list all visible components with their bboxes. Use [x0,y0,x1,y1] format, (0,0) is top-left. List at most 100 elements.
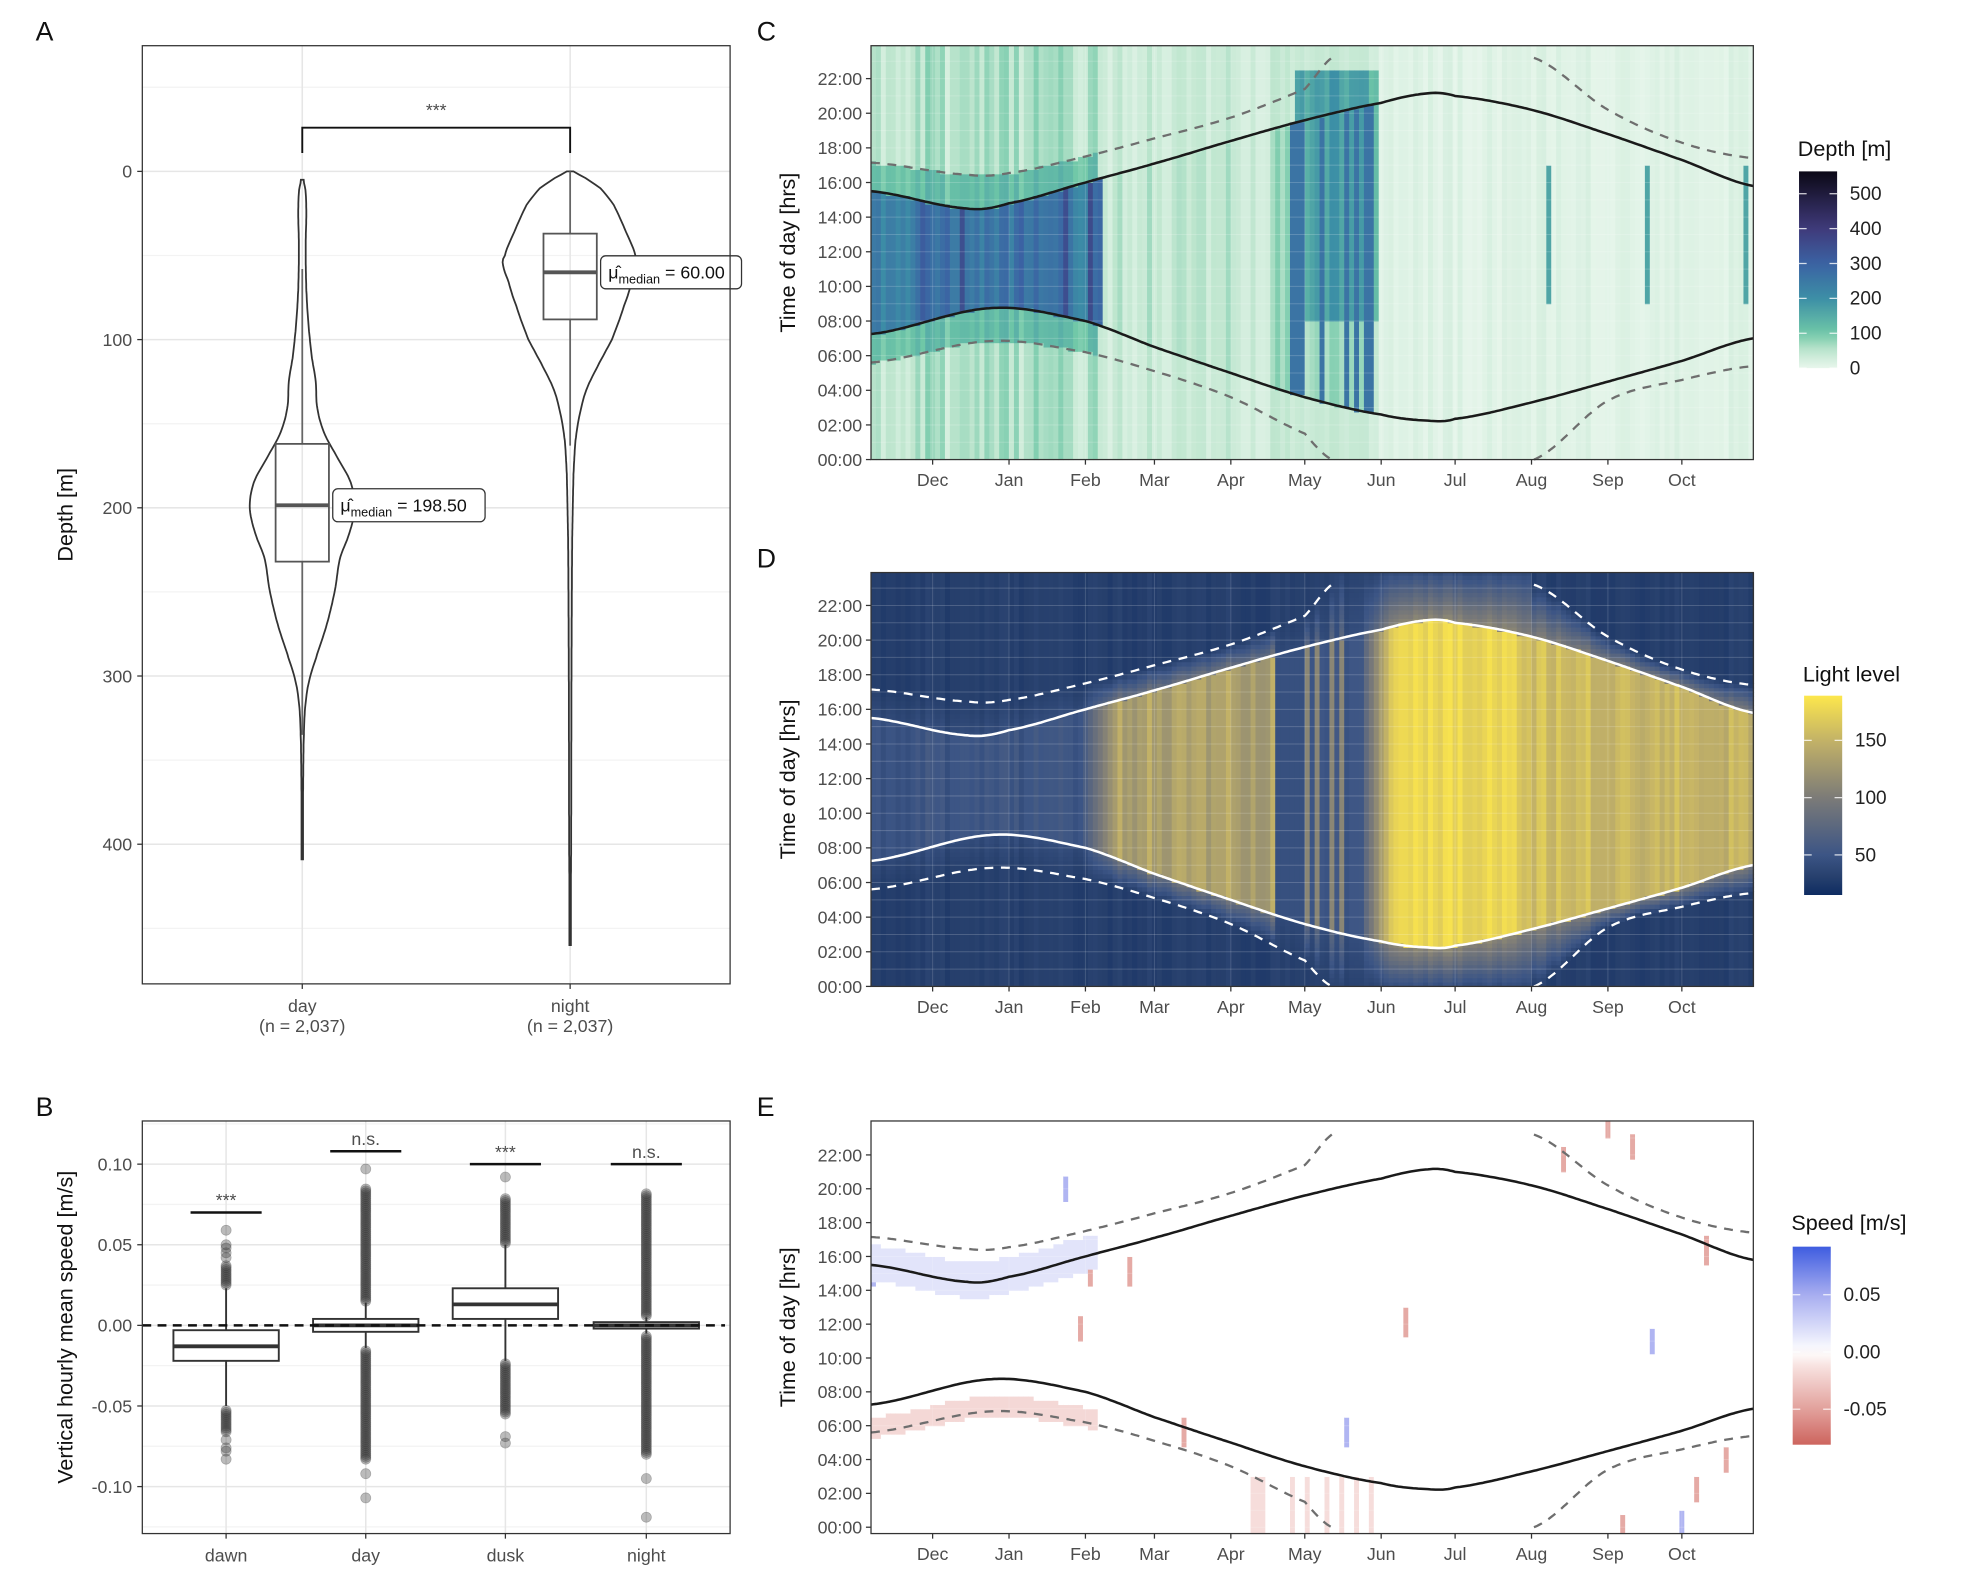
heatmap-cell [1437,588,1444,593]
heatmap-cell [915,718,922,723]
heatmap-cell [1117,679,1124,684]
heatmap-cell [1147,873,1153,879]
heatmap-cell [1304,964,1311,987]
heatmap-cell [1280,943,1286,948]
heatmap-cell [1299,925,1306,931]
heatmap-cell [1467,592,1474,598]
heatmap-cell [1408,1121,1414,1535]
heatmap-cell [999,1396,1005,1418]
heatmap-cell [1265,930,1272,935]
outlier-point [360,1358,372,1370]
colorbar-tick-label: 0.00 [1843,1342,1880,1363]
heatmap-cell [1447,982,1454,987]
outlier-point [640,1252,652,1264]
heatmap-cell [1211,908,1217,914]
heatmap-cell [949,735,956,845]
heatmap-cell [1743,882,1750,888]
heatmap-cell [1344,943,1350,953]
outlier-point [220,1422,232,1434]
heatmap-cell [964,718,971,723]
heatmap-cell [1472,45,1479,461]
heatmap-cell [880,696,887,702]
outlier-point [640,1242,652,1254]
heatmap-cell [1511,618,1518,624]
heatmap-cell [1699,45,1705,461]
y-tick-label: 200 [103,498,133,518]
heatmap-cell [1477,956,1483,961]
heatmap-cell [930,722,936,728]
heatmap-cell [1570,938,1577,944]
heatmap-cell [1334,596,1341,602]
heatmap-cell [1506,969,1513,974]
heatmap-cell [1561,947,1567,953]
heatmap-cell [1531,622,1538,628]
heatmap-cell [1373,982,1380,987]
heatmap-cell [1329,969,1336,974]
heatmap-cell [1531,982,1538,987]
heatmap-cell [1497,579,1503,585]
heatmap-cell [1388,951,1395,957]
heatmap-cell [1033,169,1040,196]
heatmap-cell [1166,878,1173,884]
outlier-point [360,1206,372,1218]
heatmap-cell [1028,852,1035,858]
heatmap-cell [954,173,961,209]
heatmap-cell [1516,601,1523,606]
heatmap-cell [1738,700,1745,706]
heatmap-cell [1092,683,1099,689]
heatmap-cell [1309,631,1316,637]
heatmap-cell [1137,683,1143,689]
heatmap-cell [1112,860,1119,866]
heatmap-cell [1009,856,1015,862]
heatmap-cell [1004,572,1010,702]
heatmap-cell [1452,964,1459,970]
heatmap-cell [935,730,941,845]
heatmap-cell [1516,605,1523,611]
heatmap-cell [1398,45,1405,461]
heatmap-cell [1023,722,1030,728]
heatmap-cell [1531,45,1538,461]
heatmap-cell [989,735,995,836]
heatmap-cell [920,852,926,858]
heatmap-cell [1097,1121,1104,1535]
heatmap-cell [1142,878,1148,884]
outlier-point [360,1362,372,1374]
heatmap-cell [1684,572,1690,671]
heatmap-cell [1541,631,1548,637]
heatmap-cell [895,700,902,706]
heatmap-cell [1068,45,1074,162]
heatmap-cell [1521,943,1528,948]
heatmap-cell [1270,45,1276,132]
heatmap-cell [1718,886,1725,892]
heatmap-cell [1235,666,1242,905]
heatmap-cell [935,1404,941,1427]
heatmap-cell [1457,601,1464,606]
heatmap-cell [1068,856,1074,862]
heatmap-cell [1073,687,1079,693]
heatmap-cell [1206,670,1212,676]
outlier-point [640,1273,652,1285]
heatmap-cell [1359,45,1365,71]
heatmap-cell [900,696,907,702]
heatmap-cell [1354,1476,1360,1535]
heatmap-cell [1028,709,1035,715]
heatmap-cell [1447,572,1454,576]
heatmap-cell [1334,45,1341,71]
heatmap-cell [900,713,907,719]
heatmap-cell [1437,605,1444,611]
heatmap-cell [1477,45,1483,461]
heatmap-cell [1053,873,1060,987]
outlier-point [640,1254,652,1265]
colorbar-tick-label: 300 [1850,254,1882,275]
heatmap-cell [910,709,917,715]
heatmap-cell [1704,679,1710,684]
heatmap-cell [1442,588,1449,593]
heatmap-cell [1743,873,1750,879]
heatmap-cell [1570,631,1577,637]
heatmap-cell [1043,856,1050,862]
heatmap-cell [1531,592,1538,598]
heatmap-cell [1201,147,1207,365]
heatmap-cell [1546,601,1552,606]
heatmap-cell [910,1252,917,1287]
heatmap-cell [1728,873,1735,879]
